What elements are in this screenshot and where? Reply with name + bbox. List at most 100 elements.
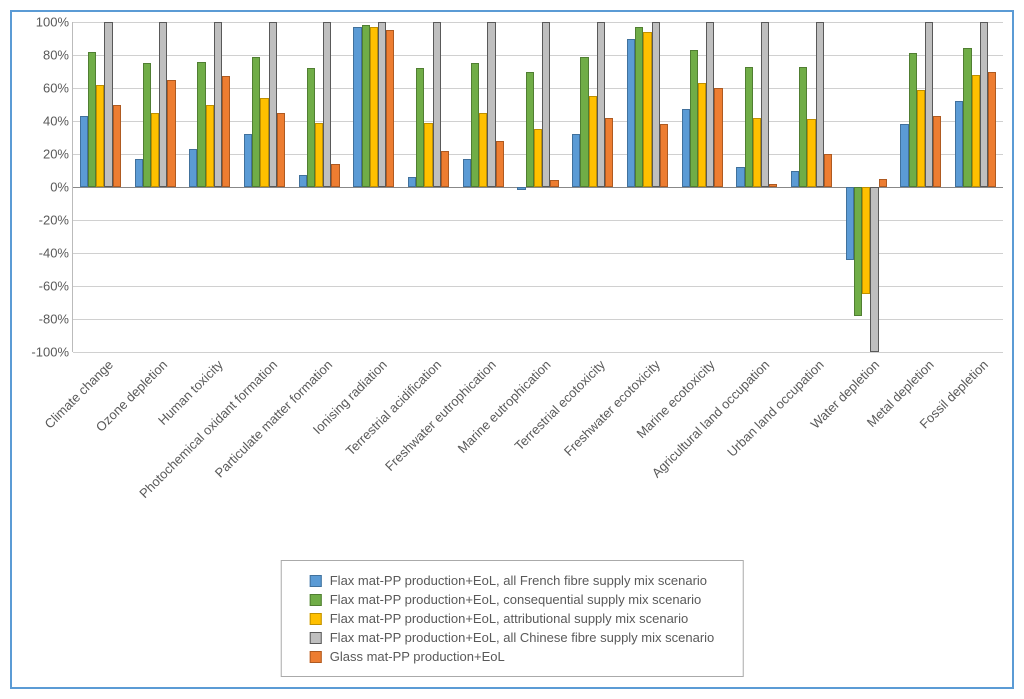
gridline	[73, 319, 1003, 320]
bar	[331, 164, 339, 187]
bar	[714, 88, 722, 187]
bar	[745, 67, 753, 187]
bar	[909, 53, 917, 187]
category-label: Terrestrial ecotoxicity	[512, 357, 608, 453]
bar	[753, 118, 761, 187]
legend-label: Glass mat-PP production+EoL	[330, 649, 505, 664]
bar	[542, 22, 550, 187]
bar	[698, 83, 706, 187]
bar	[933, 116, 941, 187]
gridline	[73, 55, 1003, 56]
bar	[408, 177, 416, 187]
bar	[736, 167, 744, 187]
chart-container: -100%-80%-60%-40%-20%0%20%40%60%80%100% …	[10, 10, 1014, 689]
bar	[580, 57, 588, 187]
bar	[260, 98, 268, 187]
y-axis-tick-label: -20%	[39, 213, 69, 228]
bar	[816, 22, 824, 187]
bar	[113, 105, 121, 188]
bar	[605, 118, 613, 187]
bar	[635, 27, 643, 187]
y-axis-tick-label: 20%	[43, 147, 69, 162]
legend-swatch	[310, 632, 322, 644]
y-axis-tick-label: -100%	[31, 345, 69, 360]
category-label: Freshwater eutrophication	[382, 357, 499, 474]
bar	[660, 124, 668, 187]
plot-area: -100%-80%-60%-40%-20%0%20%40%60%80%100%	[72, 22, 1003, 352]
bar	[463, 159, 471, 187]
bar	[370, 27, 378, 187]
bar	[353, 27, 361, 187]
gridline	[73, 352, 1003, 353]
legend-swatch	[310, 594, 322, 606]
legend-item: Flax mat-PP production+EoL, all French f…	[310, 573, 715, 588]
bar	[323, 22, 331, 187]
bar	[496, 141, 504, 187]
bar	[471, 63, 479, 187]
bar	[80, 116, 88, 187]
bar	[925, 22, 933, 187]
category-label: Marine eutrophication	[455, 357, 554, 456]
bar	[988, 72, 996, 188]
bar	[206, 105, 214, 188]
bar	[252, 57, 260, 187]
bar	[433, 22, 441, 187]
bar	[917, 90, 925, 187]
y-axis-tick-label: -80%	[39, 312, 69, 327]
legend-swatch	[310, 651, 322, 663]
category-labels: Climate changeOzone depletionHuman toxic…	[72, 357, 1002, 587]
bar	[824, 154, 832, 187]
bar	[799, 67, 807, 187]
legend-item: Flax mat-PP production+EoL, consequentia…	[310, 592, 715, 607]
legend-swatch	[310, 575, 322, 587]
bar	[315, 123, 323, 187]
category-label: Freshwater ecotoxicity	[561, 357, 663, 459]
bar	[214, 22, 222, 187]
bar	[682, 109, 690, 187]
bar	[980, 22, 988, 187]
bar	[807, 119, 815, 187]
bar	[104, 22, 112, 187]
bar	[362, 25, 370, 187]
legend-swatch	[310, 613, 322, 625]
y-axis-tick-label: 0%	[50, 180, 69, 195]
legend-label: Flax mat-PP production+EoL, all Chinese …	[330, 630, 715, 645]
bar	[307, 68, 315, 187]
bar	[643, 32, 651, 187]
bar	[879, 179, 887, 187]
bar	[550, 180, 558, 187]
bar	[791, 171, 799, 188]
y-axis-tick-label: 100%	[36, 15, 69, 30]
bar	[197, 62, 205, 187]
legend-item: Flax mat-PP production+EoL, attributiona…	[310, 611, 715, 626]
bar	[963, 48, 971, 187]
bar	[597, 22, 605, 187]
y-axis-tick-label: 80%	[43, 48, 69, 63]
bar	[159, 22, 167, 187]
bar	[534, 129, 542, 187]
bar	[143, 63, 151, 187]
bar	[151, 113, 159, 187]
bar	[761, 22, 769, 187]
bar	[441, 151, 449, 187]
bar	[972, 75, 980, 187]
legend-item: Glass mat-PP production+EoL	[310, 649, 715, 664]
bar	[277, 113, 285, 187]
legend-label: Flax mat-PP production+EoL, attributiona…	[330, 611, 689, 626]
bar	[627, 39, 635, 188]
bar	[386, 30, 394, 187]
bar	[589, 96, 597, 187]
bar	[378, 22, 386, 187]
gridline	[73, 88, 1003, 89]
bar	[572, 134, 580, 187]
bar	[652, 22, 660, 187]
bar	[870, 187, 878, 352]
y-axis-tick-label: 60%	[43, 81, 69, 96]
bar	[244, 134, 252, 187]
bar	[88, 52, 96, 187]
category-label: Terrestrial acidification	[343, 357, 445, 459]
category-label: Urban land occupation	[725, 357, 828, 460]
bar	[222, 76, 230, 187]
bar	[424, 123, 432, 187]
legend-label: Flax mat-PP production+EoL, all French f…	[330, 573, 707, 588]
